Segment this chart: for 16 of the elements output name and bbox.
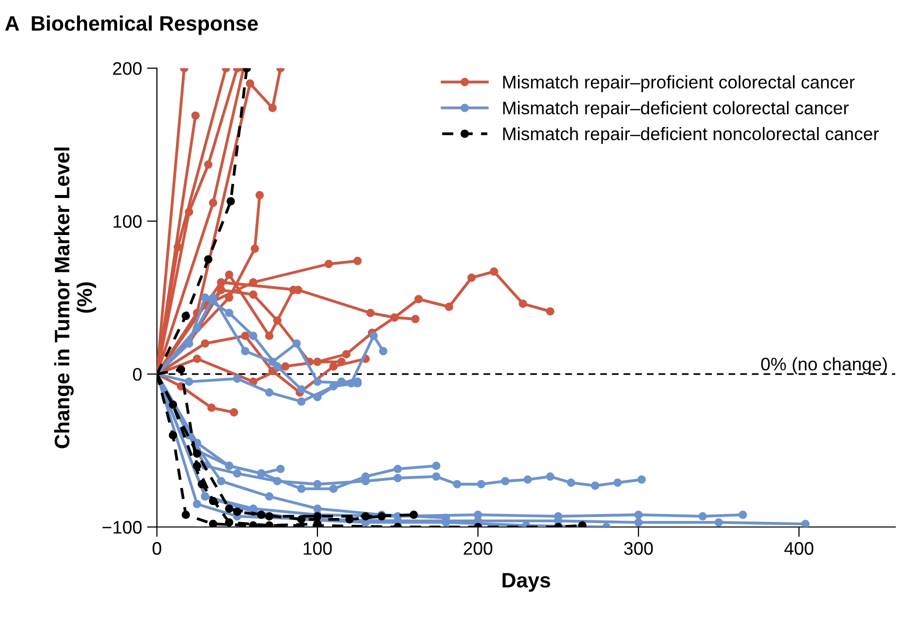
x-tick-label: 400 [784, 542, 814, 555]
ref-line-label: 0% (no change) [761, 357, 887, 374]
y-tick-label: 100 [114, 215, 142, 228]
x-tick-label: 200 [464, 542, 492, 555]
y-tick-label: 200 [113, 62, 142, 75]
x-tick-label: 100 [304, 542, 332, 555]
x-axis-title: Days [502, 573, 550, 592]
y-tick-label: 0 [132, 368, 142, 381]
legend-label: Mismatch repair–proficient colorectal cancer [503, 75, 855, 92]
x-tick-label: 0 [152, 542, 162, 555]
x-tick-label: 300 [624, 542, 653, 555]
legend-label: Mismatch repair–deficient noncolorectal cancer [503, 126, 879, 144]
chart-title: A Biochemical Response [5, 16, 258, 35]
legend-label: Mismatch repair–deficient colorectal cancer [503, 101, 849, 118]
y-tick-label: −100 [102, 520, 142, 534]
y-axis-title: Change in Tumor Marker Level (%) [54, 148, 96, 448]
